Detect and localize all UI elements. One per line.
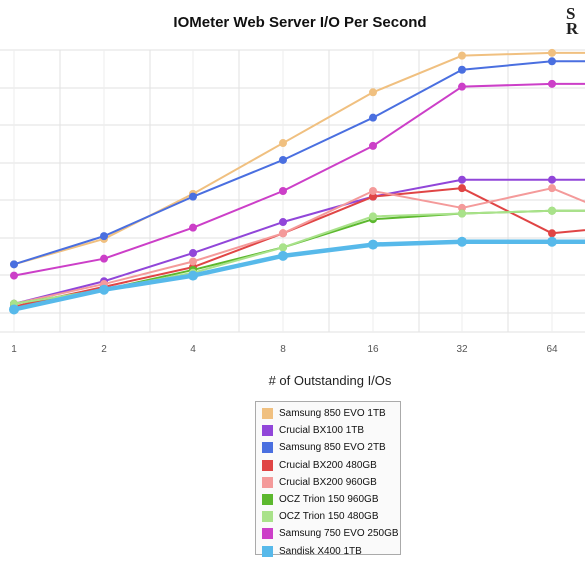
data-point	[279, 218, 287, 227]
legend-item: OCZ Trion 150 480GB	[262, 508, 400, 525]
legend-item: Samsung 850 EVO 2TB	[262, 439, 400, 456]
legend-label: Samsung 750 EVO 250GB	[279, 528, 399, 540]
data-point	[548, 184, 556, 193]
series-samsung-750-evo-250gb	[10, 79, 585, 280]
data-point	[100, 254, 108, 263]
legend-item: Crucial BX200 480GB	[262, 457, 400, 474]
data-point	[99, 284, 109, 295]
x-tick-label: 2	[101, 344, 107, 355]
series-crucial-bx200-960gb	[10, 184, 585, 308]
data-point	[458, 184, 466, 193]
data-point	[10, 271, 18, 280]
series-line	[11, 239, 585, 312]
data-point	[457, 236, 467, 247]
data-point	[10, 260, 18, 269]
series-line	[13, 187, 585, 308]
data-point	[369, 113, 377, 122]
data-point	[369, 88, 377, 97]
series-line	[13, 178, 585, 305]
data-point	[458, 175, 466, 184]
legend-swatch	[262, 459, 273, 471]
x-tick-label: 16	[367, 344, 379, 355]
legend-label: Sandisk X400 1TB	[279, 545, 362, 557]
legend-label: OCZ Trion 150 960GB	[279, 494, 379, 506]
data-point	[458, 82, 466, 91]
data-point	[548, 206, 556, 215]
legend-label: OCZ Trion 150 480GB	[279, 511, 379, 523]
x-tick-label: 8	[280, 344, 286, 355]
data-point	[279, 229, 287, 238]
data-point	[458, 65, 466, 74]
data-point	[100, 232, 108, 241]
legend-label: Crucial BX200 960GB	[279, 476, 377, 488]
x-tick-label: 1	[11, 344, 17, 355]
series-lines	[9, 48, 585, 315]
data-point	[369, 141, 377, 150]
data-point	[547, 236, 557, 247]
data-point	[279, 155, 287, 164]
legend-swatch	[262, 494, 273, 506]
data-point	[189, 257, 197, 266]
data-point	[279, 243, 287, 252]
series-samsung-850-evo-2tb	[10, 57, 585, 269]
data-point	[189, 192, 197, 201]
data-point	[458, 203, 466, 212]
legend-swatch	[262, 425, 273, 437]
legend: Samsung 850 EVO 1TB Crucial BX100 1TB Sams…	[255, 401, 401, 557]
legend-item: OCZ Trion 150 960GB	[262, 491, 400, 508]
legend-label: Samsung 850 EVO 1TB	[279, 408, 386, 420]
legend-swatch	[262, 511, 273, 523]
data-point	[9, 304, 19, 315]
legend-label: Crucial BX100 1TB	[279, 425, 365, 437]
data-point	[548, 57, 556, 66]
data-point	[548, 229, 556, 238]
data-point	[279, 187, 287, 195]
data-point	[189, 223, 197, 232]
data-point	[189, 249, 197, 258]
legend-item: Crucial BX100 1TB	[262, 422, 400, 439]
data-point	[458, 51, 466, 60]
data-point	[369, 192, 377, 201]
x-tick-labels: 1248163264128	[11, 344, 558, 355]
data-point	[368, 239, 378, 250]
series-samsung-850-evo-1tb	[10, 48, 585, 269]
chart-title: IOMeter Web Server I/O Per Second	[173, 14, 427, 31]
x-tick-label: 64	[546, 344, 558, 355]
data-point	[278, 250, 288, 261]
legend-swatch	[262, 528, 273, 540]
data-point	[369, 187, 377, 195]
series-line	[13, 60, 585, 266]
data-point	[548, 48, 556, 57]
x-tick-label: 4	[190, 344, 196, 355]
series-line	[13, 82, 585, 277]
legend-swatch	[262, 476, 273, 488]
legend-item: Samsung 850 EVO 1TB	[262, 405, 400, 422]
x-tick-label: 32	[456, 344, 468, 355]
data-point	[369, 212, 377, 221]
legend-label: Samsung 850 EVO 2TB	[279, 442, 386, 454]
series-line	[13, 187, 585, 305]
grid-lines	[0, 49, 585, 333]
data-point	[458, 209, 466, 218]
legend-item: Samsung 750 EVO 250GB	[262, 525, 400, 542]
legend-swatch	[262, 442, 273, 454]
data-point	[279, 139, 287, 148]
data-point	[548, 79, 556, 88]
legend-item: Sandisk X400 1TB	[262, 543, 400, 560]
legend-swatch	[262, 545, 273, 557]
series-line	[13, 51, 585, 266]
x-axis-label: # of Outstanding I/Os	[268, 373, 392, 388]
series-sandisk-x400-1tb	[9, 236, 585, 315]
legend-item: Crucial BX200 960GB	[262, 474, 400, 491]
data-point	[188, 270, 198, 281]
legend-swatch	[262, 408, 273, 420]
data-point	[548, 175, 556, 184]
legend-label: Crucial BX200 480GB	[279, 459, 377, 471]
